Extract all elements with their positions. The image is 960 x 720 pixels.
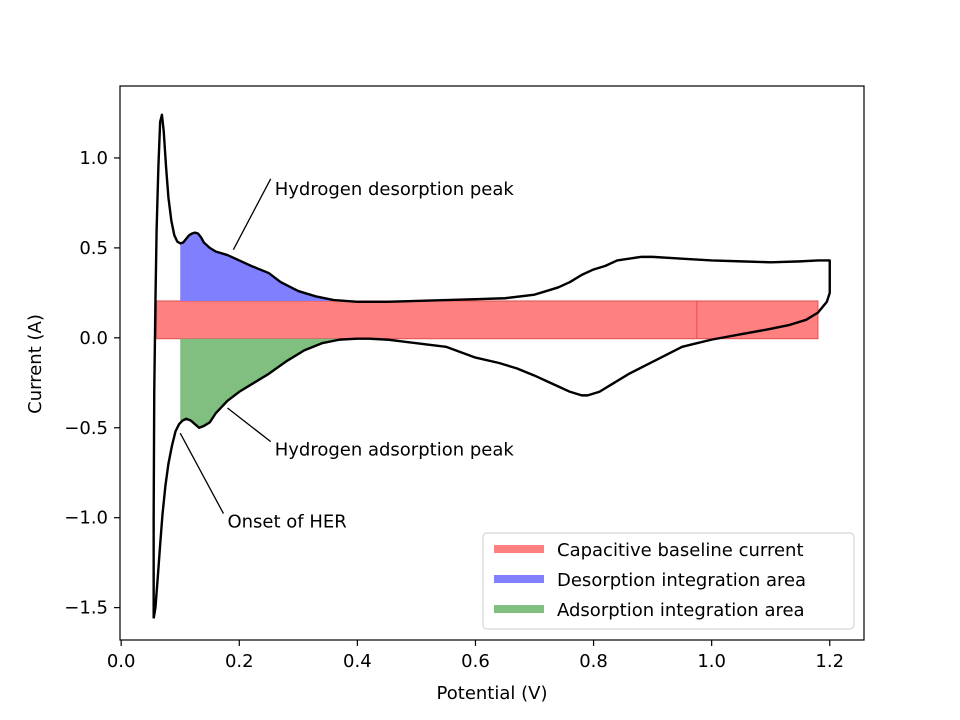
annotation-label: Hydrogen adsorption peak <box>275 440 515 461</box>
plot-area <box>152 113 831 619</box>
annotation-arrow <box>179 432 225 514</box>
annotation-arrow <box>232 178 272 250</box>
legend-entry: Capacitive baseline current <box>557 540 804 561</box>
plot-frame <box>119 85 865 641</box>
y-tick-label: −1.0 <box>64 508 108 529</box>
annotation-arrow <box>227 407 272 443</box>
x-tick-label: 0.2 <box>225 651 254 672</box>
x-axis-ticks: 0.0 0.2 0.4 0.6 0.8 1.0 1.2 <box>107 640 844 672</box>
x-tick-label: 1.0 <box>697 651 726 672</box>
x-tick-label: 0.8 <box>579 651 608 672</box>
adsorption-integration-area <box>180 338 376 428</box>
legend-box <box>482 532 855 630</box>
x-tick-label: 0.4 <box>343 651 372 672</box>
y-axis-label: Current (A) <box>25 314 46 414</box>
y-axis-ticks: −1.5 −1.0 −0.5 0.0 0.5 1.0 <box>64 148 120 619</box>
y-tick-label: 0.5 <box>79 238 108 259</box>
y-tick-label: 1.0 <box>79 148 108 169</box>
annotations: Hydrogen desorption peak Hydrogen adsorpt… <box>179 178 515 533</box>
annotation-label: Hydrogen desorption peak <box>275 179 515 200</box>
y-tick-label: −0.5 <box>64 418 108 439</box>
annotation-label: Onset of HER <box>227 512 346 533</box>
desorption-integration-area <box>180 232 376 302</box>
legend-entry: Desorption integration area <box>557 570 806 591</box>
x-axis-label: Potential (V) <box>437 683 548 704</box>
x-tick-label: 0.6 <box>461 651 490 672</box>
y-tick-label: 0.0 <box>79 328 108 349</box>
y-tick-label: −1.5 <box>64 598 108 619</box>
legend: Capacitive baseline current Desorption in… <box>482 532 855 630</box>
x-tick-label: 1.2 <box>815 651 844 672</box>
legend-entry: Adsorption integration area <box>557 600 805 621</box>
x-tick-label: 0.0 <box>107 651 136 672</box>
voltammogram-curve <box>152 113 831 619</box>
capacitive-baseline-band <box>156 300 819 340</box>
